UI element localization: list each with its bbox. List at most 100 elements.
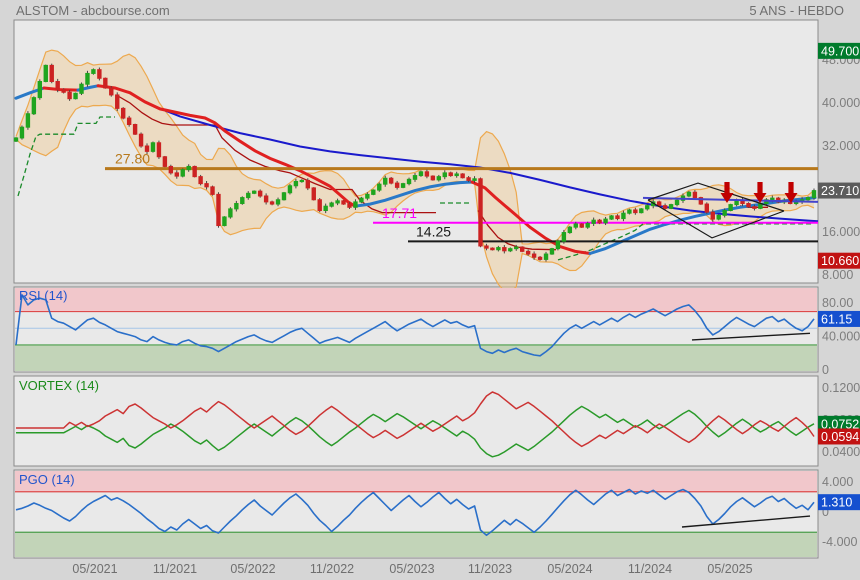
candle-body — [132, 124, 138, 135]
candle-body — [496, 247, 501, 251]
candle-body — [281, 192, 287, 201]
candle-body — [674, 199, 680, 206]
candle-body — [502, 247, 507, 252]
axis-label: 8.000 — [822, 268, 853, 282]
axis-label: 80.00 — [822, 296, 853, 310]
candle-body — [770, 197, 775, 201]
date-label: 11/2021 — [153, 562, 197, 576]
candle-body — [436, 176, 442, 181]
candle-body — [13, 137, 19, 142]
candle-body — [192, 165, 197, 178]
candle-body — [412, 175, 418, 180]
axis-label: 0.0752 — [821, 417, 859, 431]
candle-body — [275, 199, 281, 205]
candle-body — [37, 81, 43, 99]
candle-body — [531, 253, 537, 258]
candle-body — [585, 222, 590, 228]
candle-body — [359, 197, 364, 203]
pgo-lower-zone — [15, 532, 817, 557]
axis-label: 0 — [822, 363, 829, 377]
date-label: 11/2023 — [468, 562, 512, 576]
axis-label: 0 — [822, 505, 829, 519]
pgo-upper-zone — [15, 471, 817, 492]
candle-body — [293, 180, 299, 187]
candle-body — [603, 218, 608, 224]
candle-body — [329, 202, 334, 207]
candle-body — [49, 64, 54, 82]
candle-body — [85, 72, 90, 85]
axis-label: 4.000 — [822, 475, 853, 489]
axis-label: 10.660 — [821, 254, 859, 268]
candle-body — [383, 177, 388, 185]
rsi-line — [15, 294, 815, 357]
pgo-title: PGO (14) — [19, 472, 75, 487]
candle-body — [323, 205, 328, 211]
value-badge — [818, 252, 860, 269]
candle-body — [633, 209, 638, 214]
candle-body — [668, 204, 674, 209]
candle-body — [454, 173, 459, 177]
mmc-down — [96, 84, 357, 208]
candle-body — [299, 179, 305, 183]
candle-body — [311, 187, 316, 201]
candle-body — [61, 89, 66, 93]
candle-body — [43, 64, 48, 82]
candle-body — [537, 256, 543, 260]
axis-label: 0.0594 — [821, 430, 859, 444]
candle-body — [31, 97, 37, 115]
mmc-down — [470, 180, 592, 255]
candle-body — [257, 190, 263, 197]
down-arrow-icon — [753, 182, 767, 203]
candle-body — [519, 246, 525, 252]
candle-body — [198, 176, 203, 185]
candle-body — [508, 248, 513, 252]
candle-body — [252, 190, 257, 194]
candle-body — [115, 94, 120, 109]
candle-body — [442, 172, 447, 178]
candle-body — [263, 195, 269, 203]
candle-body — [109, 87, 114, 96]
candle-body — [746, 203, 751, 208]
candle-body — [752, 206, 757, 209]
candle-body — [430, 175, 436, 181]
candle-body — [144, 145, 150, 152]
bollinger-upper — [15, 49, 815, 245]
candle-body — [305, 179, 311, 189]
value-badge — [818, 310, 860, 327]
candle-body — [180, 169, 185, 177]
candle-body — [591, 219, 596, 224]
candle-body — [335, 200, 340, 204]
axis-label: 23.710 — [821, 184, 859, 198]
axis-label: 61.15 — [821, 312, 852, 326]
candle-body — [543, 253, 549, 260]
candle-body — [394, 182, 400, 188]
date-label: 05/2025 — [707, 562, 752, 576]
candle-body — [555, 240, 561, 250]
candle-body — [79, 83, 84, 94]
chart-period: 5 ANS - HEBDO — [749, 3, 844, 18]
candle-body — [573, 223, 578, 228]
candle-body — [25, 113, 31, 128]
down-arrow-icon — [720, 182, 734, 203]
candle-body — [55, 81, 60, 91]
candle-body — [168, 165, 174, 174]
candle-body — [561, 232, 567, 242]
candle-body — [246, 192, 251, 199]
chart-title: ALSTOM - abcbourse.com — [16, 3, 170, 18]
rsi-trendline — [691, 332, 811, 341]
candle-body — [484, 245, 489, 249]
date-label: 05/2022 — [230, 562, 275, 576]
candle-body — [811, 190, 817, 199]
candle-body — [156, 142, 162, 158]
candle-body — [73, 92, 78, 100]
candle-body — [621, 212, 626, 220]
candle-body — [418, 171, 424, 177]
axis-label: 32.000 — [822, 139, 860, 153]
candle-body — [120, 107, 126, 119]
vortex-plus-line — [16, 405, 815, 458]
date-label: 05/2023 — [389, 562, 434, 576]
candle-body — [103, 77, 108, 89]
axis-label: 1.310 — [821, 496, 852, 510]
axis-label: -4.000 — [822, 535, 857, 549]
